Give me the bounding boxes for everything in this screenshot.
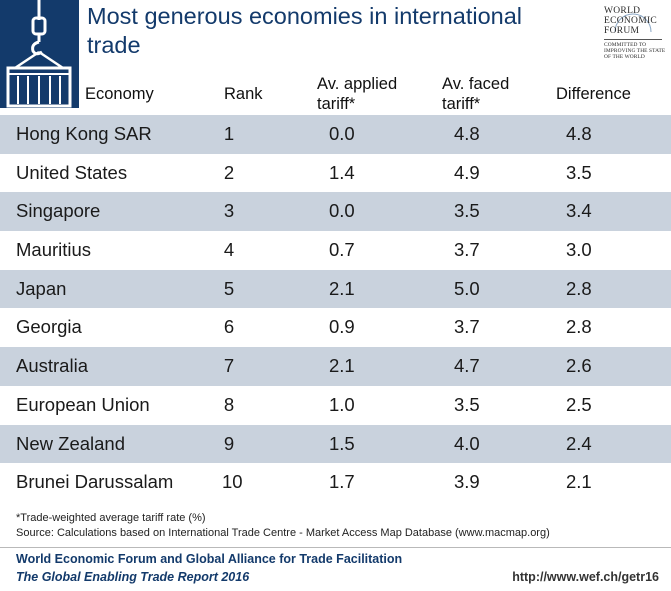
crane-container-icon — [0, 0, 79, 108]
rank-cell: 6 — [223, 316, 235, 338]
applied-tariff-cell: 1.7 — [329, 471, 355, 493]
wef-logo-line1: WORLD — [604, 6, 641, 16]
applied-tariff-cell: 1.5 — [329, 432, 355, 454]
table-row: Mauritius 4 0.7 3.7 3.0 — [0, 231, 671, 270]
applied-tariff-cell: 0.0 — [329, 200, 355, 222]
difference-cell: 2.6 — [566, 355, 592, 377]
faced-tariff-cell: 4.7 — [454, 355, 480, 377]
faced-tariff-cell: 5.0 — [454, 277, 480, 299]
rank-cell: 1 — [223, 123, 235, 144]
applied-tariff-cell: 1.0 — [329, 393, 355, 415]
faced-tariff-cell: 4.8 — [454, 123, 480, 144]
table-row: Singapore 3 0.0 3.5 3.4 — [0, 192, 671, 232]
table-row: Georgia 6 0.9 3.7 2.8 — [0, 308, 671, 347]
footer-url[interactable]: http://www.wef.ch/getr16 — [512, 570, 659, 584]
rank-cell: 2 — [223, 161, 235, 183]
difference-cell: 3.5 — [566, 161, 592, 183]
difference-cell: 2.4 — [566, 432, 592, 454]
wef-tagline-1: COMMITTED TO — [604, 42, 647, 48]
rank-cell: 8 — [223, 393, 235, 415]
rank-cell: 9 — [223, 432, 235, 454]
column-header-rank: Rank — [224, 85, 263, 103]
table-row: Australia 7 2.1 4.7 2.6 — [0, 347, 671, 386]
economy-cell: Singapore — [16, 200, 101, 222]
source-note: Source: Calculations based on Internatio… — [16, 527, 550, 539]
table-row: Brunei Darussalam 10 1.7 3.9 2.1 — [0, 463, 671, 502]
difference-cell: 2.1 — [566, 471, 592, 493]
applied-tariff-cell: 0.0 — [329, 123, 355, 144]
economy-cell: Hong Kong SAR — [16, 123, 152, 144]
wef-logo-line2: ECONOMIC — [604, 16, 658, 26]
footnote: *Trade-weighted average tariff rate (%) — [16, 512, 206, 524]
economy-cell: Georgia — [16, 316, 82, 338]
table-row: New Zealand 9 1.5 4.0 2.4 — [0, 424, 671, 464]
page-title: Most generous economies in international… — [87, 3, 523, 58]
faced-tariff-cell: 3.9 — [454, 471, 480, 493]
rank-cell: 3 — [223, 200, 235, 222]
wef-tagline-2: IMPROVING THE STATE — [604, 48, 666, 54]
table-row: European Union 8 1.0 3.5 2.5 — [0, 386, 671, 425]
header: Most generous economies in international… — [0, 0, 671, 108]
footer-publisher: World Economic Forum and Global Alliance… — [16, 552, 403, 566]
wef-logo-rule — [604, 39, 662, 40]
footer-divider — [0, 547, 671, 548]
difference-cell: 2.8 — [566, 277, 592, 299]
faced-tariff-cell: 3.5 — [454, 393, 480, 415]
economy-cell: Australia — [16, 355, 88, 377]
data-table-body: Hong Kong SAR 1 0.0 4.8 4.8 United States 2 1.4… — [0, 115, 671, 502]
applied-tariff-cell: 0.9 — [329, 316, 355, 338]
economy-cell: Mauritius — [16, 239, 92, 261]
faced-tariff-cell: 4.9 — [454, 161, 480, 183]
column-header-difference: Difference — [556, 85, 631, 103]
wef-tagline-3: OF THE WORLD — [604, 54, 645, 60]
applied-tariff-cell: 1.4 — [329, 161, 355, 183]
applied-tariff-cell: 2.1 — [329, 277, 355, 299]
faced-tariff-cell: 3.7 — [454, 239, 480, 261]
difference-cell: 3.4 — [566, 200, 592, 222]
wef-logo-line3: FORUM — [604, 26, 640, 36]
economy-cell: New Zealand — [16, 432, 126, 454]
wef-logo: WORLD ECONOMIC FORUM COMMITTED TO IMPROV… — [604, 6, 670, 60]
rank-cell: 4 — [223, 239, 235, 261]
column-header-economy: Economy — [85, 85, 154, 103]
difference-cell: 2.5 — [566, 393, 592, 415]
rank-cell: 7 — [223, 355, 235, 377]
faced-tariff-cell: 4.0 — [454, 432, 480, 454]
column-header-faced-tariff: Av. faced tariff* — [442, 75, 510, 113]
faced-tariff-cell: 3.5 — [454, 200, 480, 222]
applied-tariff-cell: 2.1 — [329, 355, 355, 377]
difference-cell: 3.0 — [566, 239, 592, 261]
difference-cell: 2.8 — [566, 316, 592, 338]
wef-logo-arc-icon — [614, 13, 652, 33]
economy-cell: European Union — [16, 393, 150, 415]
column-header-applied-tariff: Av. applied tariff* — [317, 75, 398, 113]
economy-cell: United States — [16, 161, 128, 183]
rank-cell: 5 — [223, 277, 235, 299]
footer-report-title: The Global Enabling Trade Report 2016 — [16, 570, 250, 584]
rank-cell: 10 — [222, 471, 243, 493]
applied-tariff-cell: 0.7 — [329, 239, 355, 261]
difference-cell: 4.8 — [566, 123, 592, 144]
table-row: United States 2 1.4 4.9 3.5 — [0, 154, 671, 193]
faced-tariff-cell: 3.7 — [454, 316, 480, 338]
table-row: Hong Kong SAR 1 0.0 4.8 4.8 — [0, 115, 671, 154]
economy-cell: Brunei Darussalam — [16, 471, 174, 493]
economy-cell: Japan — [16, 277, 67, 299]
table-row: Japan 5 2.1 5.0 2.8 — [0, 269, 671, 309]
